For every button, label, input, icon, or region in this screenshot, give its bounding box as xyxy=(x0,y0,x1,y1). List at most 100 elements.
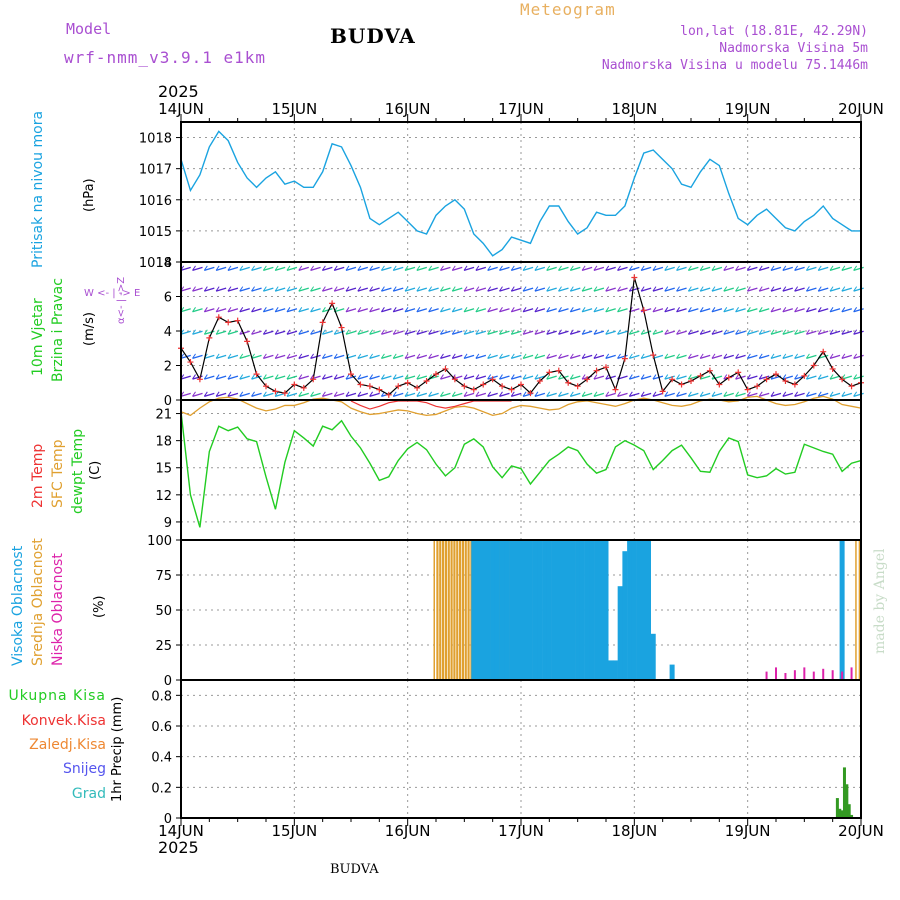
wind-arrow-head xyxy=(746,329,751,335)
wind-arrow xyxy=(499,287,510,292)
wind-arrow xyxy=(475,266,487,272)
wind-arrow-head xyxy=(758,353,763,359)
wind-arrow-head xyxy=(262,265,267,271)
wind-arrow xyxy=(770,392,782,397)
wind-arrow xyxy=(263,308,274,313)
wind-arrow-head xyxy=(817,307,822,313)
wind-speed-marker xyxy=(442,365,449,372)
wind-speed-marker xyxy=(319,319,326,326)
wind-arrow-head xyxy=(593,286,598,292)
wind-arrow-head xyxy=(298,307,303,313)
wind-arrow xyxy=(818,266,829,272)
wind-arrow-head xyxy=(569,391,574,397)
wind-speed-marker xyxy=(536,378,543,385)
wind-arrow xyxy=(723,354,734,359)
wind-arrow xyxy=(546,354,557,359)
wind-arrow-head xyxy=(440,353,444,359)
wind-arrow-head xyxy=(640,374,645,380)
wind-arrow-head xyxy=(333,353,338,359)
wind-arrow xyxy=(381,266,392,272)
wind-arrow xyxy=(522,287,534,292)
wind-arrow-head xyxy=(617,307,621,313)
wind-arrow xyxy=(546,266,557,272)
wind-arrow xyxy=(806,287,817,292)
wind-arrow-head xyxy=(558,374,562,380)
cloud-bar xyxy=(594,540,600,680)
wind-arrow xyxy=(640,375,652,380)
wind-arrow-head xyxy=(321,329,326,335)
wind-arrow xyxy=(274,392,286,397)
wind-arrow xyxy=(806,354,817,359)
wind-speed-marker xyxy=(263,383,269,390)
wind-speed-marker xyxy=(593,367,600,374)
wind-arrow xyxy=(393,392,404,397)
wind-speed-marker xyxy=(555,367,562,374)
wind-arrow-head xyxy=(569,286,574,292)
wind-arrow-head xyxy=(664,329,669,335)
wind-arrow-head xyxy=(510,286,515,292)
precip-bar xyxy=(842,767,846,818)
wind-arrow xyxy=(310,330,321,335)
wind-arrow-head xyxy=(758,391,763,397)
wind-arrow xyxy=(782,287,793,292)
wind-arrow-head xyxy=(687,391,692,397)
bottom-date-label: 20JUN xyxy=(838,822,884,840)
wind-arrow xyxy=(227,330,239,335)
wind-arrow-head xyxy=(558,353,562,359)
wind-arrow xyxy=(215,287,227,292)
wind-speed-marker xyxy=(773,371,779,378)
wind-arrow xyxy=(806,266,817,272)
temp-tick-label: 15 xyxy=(155,462,172,477)
wind-arrow xyxy=(393,375,404,380)
wind-arrow xyxy=(334,287,345,292)
wind-arrow xyxy=(617,354,628,359)
wind-speed-marker xyxy=(206,334,213,341)
wind-arrow xyxy=(310,392,321,397)
wind-arrow xyxy=(475,375,487,380)
wind-speed-marker xyxy=(612,386,619,393)
wind-arrow xyxy=(180,375,191,380)
wind-arrow-head xyxy=(357,391,362,397)
wind-arrow-head xyxy=(369,374,374,380)
wind-arrow xyxy=(747,354,758,359)
wind-arrow xyxy=(806,330,817,335)
precip-tick-label: 0.6 xyxy=(151,720,172,735)
wind-arrow-head xyxy=(569,353,574,359)
wind-arrow xyxy=(215,375,227,380)
wind-arrow xyxy=(723,266,734,272)
wind-arrow xyxy=(463,266,475,272)
wind-arrow xyxy=(841,266,853,272)
top-date-label: 19JUN xyxy=(725,100,771,118)
wind-arrow-head xyxy=(215,391,220,397)
wind-arrow-head xyxy=(416,265,421,271)
wind-arrow-head xyxy=(817,391,822,397)
wind-arrow xyxy=(192,266,203,272)
wind-arrow-head xyxy=(381,353,385,359)
wind-arrow-head xyxy=(593,329,598,335)
wind-arrow-head xyxy=(664,374,669,380)
wind-arrow xyxy=(263,375,274,380)
wind-arrow-head xyxy=(569,265,574,271)
wind-arrow-head xyxy=(664,307,669,313)
wind-arrow-head xyxy=(345,329,350,335)
wind-arrow-head xyxy=(510,391,515,397)
wind-arrow-head xyxy=(782,286,787,292)
wind-arrow-head xyxy=(723,391,728,397)
wind-speed-marker xyxy=(470,386,477,393)
wind-arrow xyxy=(180,392,191,397)
wind-arrow-head xyxy=(404,307,409,313)
wind-arrow xyxy=(404,287,416,292)
wind-arrow xyxy=(416,308,428,313)
wind-arrow-head xyxy=(569,307,574,313)
wind-arrow xyxy=(534,308,546,313)
cloud-bar xyxy=(494,540,500,680)
wind-arrow xyxy=(806,308,817,313)
wind-arrow-head xyxy=(617,265,621,271)
wind-arrow-head xyxy=(617,286,621,292)
precip-bar xyxy=(847,804,851,818)
cloud-tick-label: 100 xyxy=(147,534,172,549)
cloud-bar xyxy=(641,540,647,680)
wind-arrow-head xyxy=(711,353,716,359)
wind-arrow xyxy=(723,392,734,397)
wind-arrow xyxy=(322,330,333,335)
